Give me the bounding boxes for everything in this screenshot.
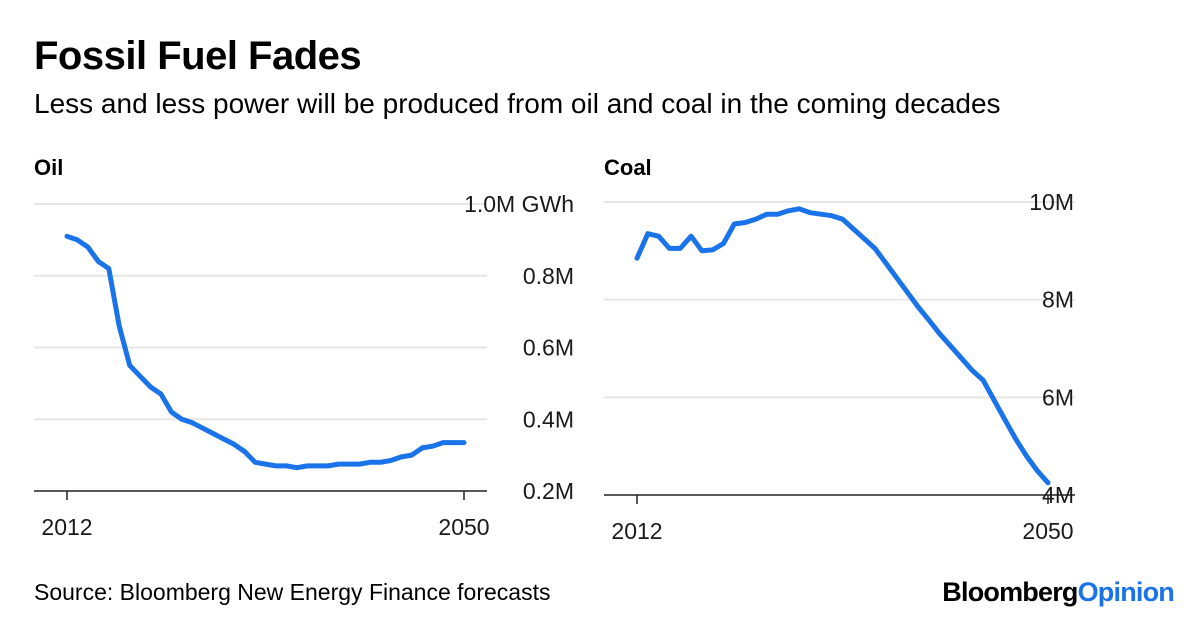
- coal-x-tick-label: 2050: [1022, 518, 1073, 544]
- coal-y-tick-label: 10M: [1029, 189, 1074, 215]
- brand-logo-part2: Opinion: [1077, 577, 1175, 607]
- brand-logo: BloombergOpinion: [942, 577, 1175, 608]
- oil-y-tick-label: 0.8M: [523, 263, 574, 289]
- coal-series-line: [634, 206, 1051, 486]
- chart-subtitle: Less and less power will be produced fro…: [34, 88, 1001, 119]
- coal-x-tick-label: 2012: [611, 518, 662, 544]
- source-note: Source: Bloomberg New Energy Finance for…: [34, 579, 551, 605]
- coal-y-tick-label: 8M: [1042, 287, 1074, 313]
- oil-panel-title: Oil: [34, 155, 64, 180]
- oil-y-tick-label: 0.4M: [523, 406, 574, 432]
- coal-y-tick-label: 4M: [1042, 482, 1074, 508]
- brand-logo-part1: Bloomberg: [942, 577, 1078, 607]
- oil-x-tick-label: 2012: [41, 514, 92, 540]
- oil-y-tick-label: 0.6M: [523, 335, 574, 361]
- oil-y-tick-label: 1.0M GWh: [464, 191, 574, 217]
- oil-series-line: [64, 233, 467, 471]
- oil-y-tick-label: 0.2M: [523, 478, 574, 504]
- oil-x-tick-label: 2050: [438, 514, 489, 540]
- chart-title: Fossil Fuel Fades: [34, 34, 362, 78]
- coal-chart: 10M 8M 6M 4M 2012 2050: [604, 189, 1075, 544]
- coal-panel-title: Coal: [604, 155, 652, 180]
- coal-y-tick-label: 6M: [1042, 384, 1074, 410]
- oil-chart: 1.0M GWh 0.8M 0.6M 0.4M 0.2M 2012 2050: [34, 191, 574, 540]
